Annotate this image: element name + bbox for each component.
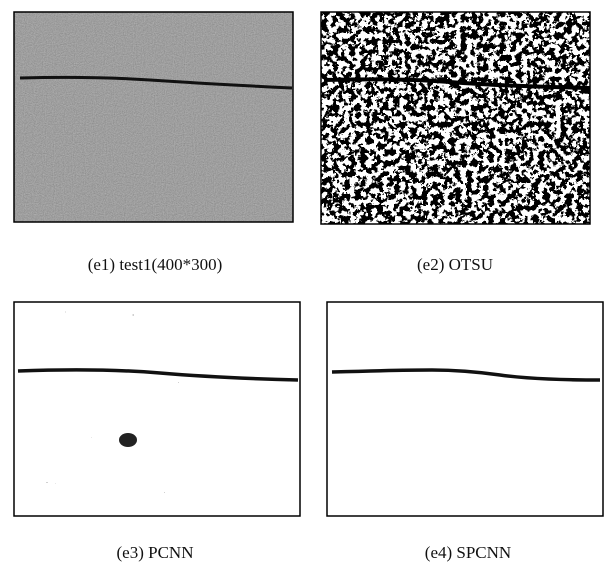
image: [326, 301, 604, 517]
panel-e2: [321, 12, 590, 224]
caption: (e4) SPCNN: [425, 543, 511, 562]
caption: (e3) PCNN: [117, 543, 194, 562]
crack: [17, 368, 299, 382]
panel-e1: [14, 12, 293, 222]
panel-e3: [14, 302, 300, 516]
image: [14, 12, 293, 222]
blob: [119, 433, 137, 447]
frame: [320, 11, 591, 225]
crack: [323, 77, 590, 90]
crack: [19, 75, 293, 90]
caption: (e1) test1(400*300): [88, 255, 223, 274]
speckles: [30, 310, 180, 500]
frame: [13, 301, 301, 517]
frame: [13, 11, 294, 223]
caption: (e2) OTSU: [417, 255, 493, 274]
image: [321, 12, 590, 224]
panel-e4: [326, 301, 604, 517]
crack: [331, 368, 601, 382]
